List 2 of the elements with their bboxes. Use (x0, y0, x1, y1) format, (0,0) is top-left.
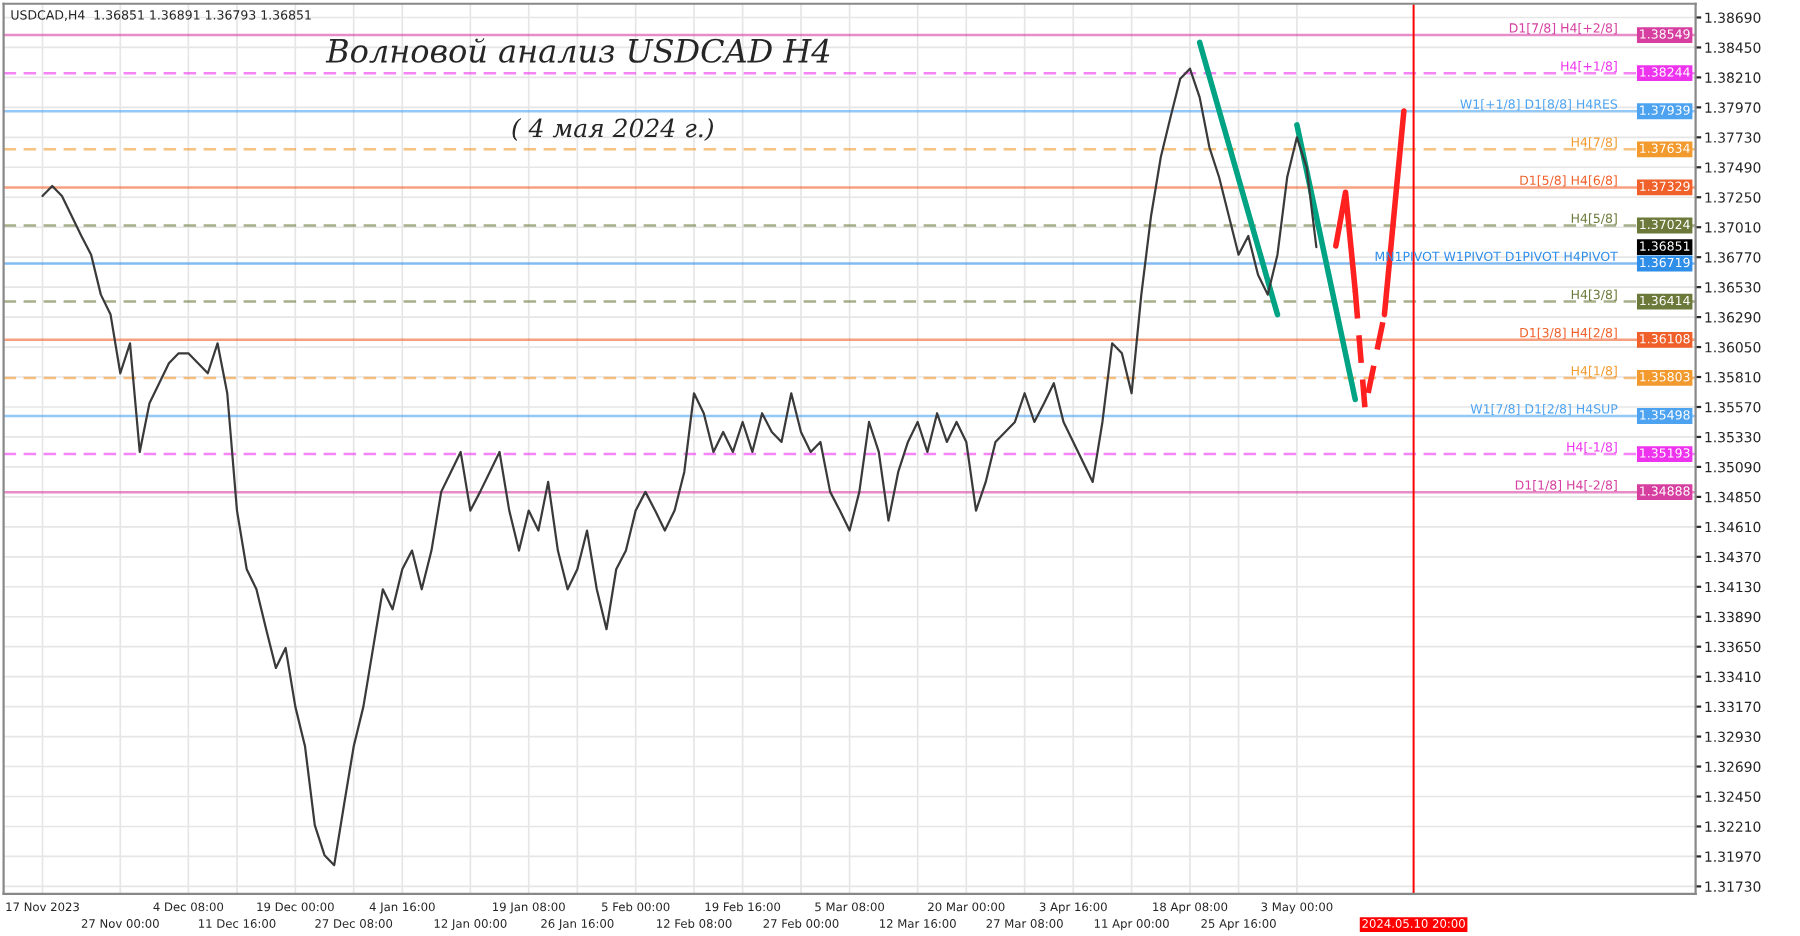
text: ( 4 мая 2024 г.) (512, 118, 713, 141)
text: Волновой анализ USDCAD H4 (325, 38, 830, 63)
